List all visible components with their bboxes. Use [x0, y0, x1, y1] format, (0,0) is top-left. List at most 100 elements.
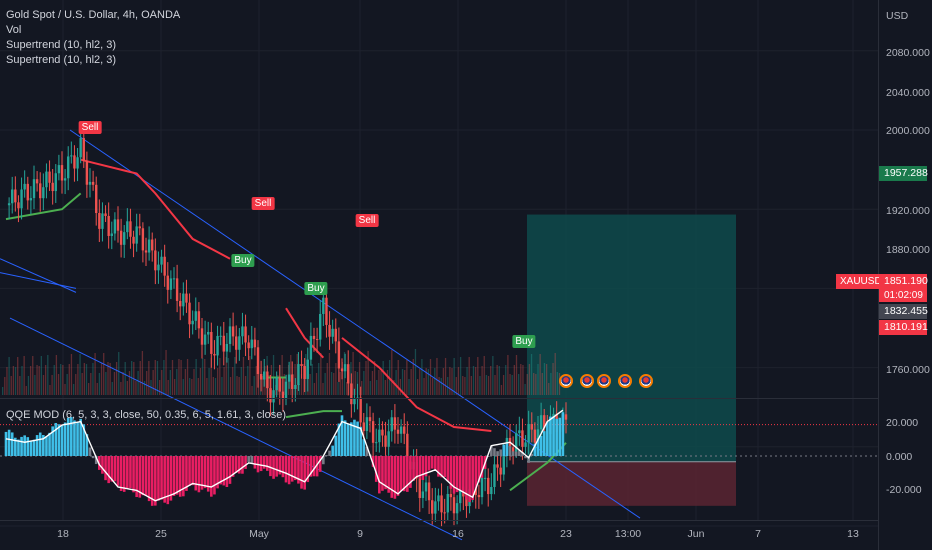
- candle[interactable]: [42, 187, 45, 199]
- candle[interactable]: [480, 477, 484, 498]
- buy-signal[interactable]: Buy: [231, 254, 255, 267]
- candle[interactable]: [200, 328, 204, 345]
- candle[interactable]: [384, 435, 387, 447]
- candle[interactable]: [390, 417, 393, 432]
- candle[interactable]: [297, 364, 300, 385]
- candle[interactable]: [39, 183, 42, 199]
- candle[interactable]: [188, 302, 191, 325]
- candle[interactable]: [244, 326, 247, 343]
- candle[interactable]: [63, 178, 67, 181]
- candle[interactable]: [132, 236, 135, 244]
- candle[interactable]: [48, 171, 51, 183]
- candle[interactable]: [169, 278, 173, 290]
- candle[interactable]: [135, 226, 138, 244]
- candle[interactable]: [452, 497, 456, 514]
- candle[interactable]: [166, 275, 169, 290]
- candle[interactable]: [79, 138, 82, 158]
- candle[interactable]: [57, 165, 61, 174]
- sell-signal[interactable]: Sell: [355, 214, 379, 227]
- candle[interactable]: [306, 359, 309, 379]
- candle[interactable]: [269, 388, 272, 403]
- candle[interactable]: [524, 442, 527, 447]
- candle[interactable]: [98, 212, 101, 229]
- candle[interactable]: [294, 384, 297, 390]
- candle[interactable]: [337, 341, 341, 369]
- candle[interactable]: [539, 415, 543, 430]
- candle[interactable]: [536, 429, 540, 443]
- candle[interactable]: [104, 213, 107, 217]
- candle[interactable]: [378, 429, 381, 443]
- candle[interactable]: [287, 374, 291, 382]
- candle[interactable]: [26, 183, 29, 201]
- candle[interactable]: [368, 417, 372, 422]
- candle[interactable]: [387, 431, 390, 447]
- candle[interactable]: [54, 173, 57, 192]
- candle[interactable]: [421, 491, 425, 498]
- candle[interactable]: [465, 496, 468, 507]
- candle[interactable]: [375, 442, 378, 444]
- candle[interactable]: [175, 278, 179, 301]
- candle[interactable]: [334, 328, 337, 342]
- candle[interactable]: [51, 182, 54, 192]
- candle[interactable]: [126, 221, 129, 233]
- us-flag-icon[interactable]: [597, 374, 611, 388]
- candle[interactable]: [275, 377, 278, 391]
- candle[interactable]: [272, 390, 275, 403]
- candle[interactable]: [151, 239, 154, 251]
- symbol-title[interactable]: Gold Spot / U.S. Dollar, 4h, OANDA: [6, 9, 181, 21]
- candle[interactable]: [119, 230, 123, 245]
- candle[interactable]: [511, 447, 515, 452]
- candle[interactable]: [110, 233, 113, 236]
- candle[interactable]: [418, 478, 421, 498]
- candle[interactable]: [266, 371, 269, 389]
- candle[interactable]: [228, 326, 232, 344]
- candle[interactable]: [350, 383, 353, 405]
- candle[interactable]: [123, 232, 126, 245]
- candle[interactable]: [493, 464, 496, 487]
- candle[interactable]: [533, 429, 537, 443]
- candle[interactable]: [483, 477, 487, 479]
- candle[interactable]: [331, 328, 334, 337]
- candle[interactable]: [527, 424, 530, 443]
- candle[interactable]: [213, 353, 216, 356]
- candle[interactable]: [530, 424, 533, 430]
- candle[interactable]: [281, 391, 285, 400]
- us-flag-icon[interactable]: [559, 374, 573, 388]
- candle[interactable]: [185, 293, 188, 303]
- candle[interactable]: [253, 339, 257, 348]
- candle[interactable]: [434, 501, 437, 514]
- candle[interactable]: [160, 256, 163, 265]
- candle[interactable]: [179, 300, 182, 307]
- candle[interactable]: [371, 421, 375, 443]
- candle[interactable]: [437, 495, 440, 502]
- candle[interactable]: [154, 250, 157, 271]
- candle[interactable]: [496, 464, 499, 468]
- candle[interactable]: [319, 313, 322, 340]
- qqe-legend[interactable]: QQE MOD (6, 5, 3, 3, close, 50, 0.35, 6,…: [6, 409, 287, 421]
- candle[interactable]: [487, 477, 490, 495]
- candle[interactable]: [518, 430, 521, 434]
- candle[interactable]: [312, 335, 316, 340]
- candle[interactable]: [73, 155, 76, 169]
- candle[interactable]: [424, 482, 428, 492]
- candle[interactable]: [157, 264, 160, 271]
- candle[interactable]: [449, 493, 453, 498]
- candle[interactable]: [11, 189, 14, 204]
- candle[interactable]: [340, 368, 344, 372]
- candle[interactable]: [113, 219, 117, 234]
- candle[interactable]: [490, 486, 493, 495]
- buy-signal[interactable]: Buy: [304, 282, 328, 295]
- candle[interactable]: [203, 334, 207, 345]
- candle[interactable]: [70, 155, 73, 157]
- candle[interactable]: [14, 189, 17, 203]
- us-flag-icon[interactable]: [580, 374, 594, 388]
- candle[interactable]: [284, 381, 288, 400]
- candle[interactable]: [247, 342, 250, 349]
- candle[interactable]: [399, 426, 403, 434]
- candle[interactable]: [191, 320, 194, 325]
- candle[interactable]: [107, 216, 110, 236]
- candle[interactable]: [82, 138, 85, 161]
- candle[interactable]: [7, 203, 11, 206]
- candle[interactable]: [91, 181, 95, 185]
